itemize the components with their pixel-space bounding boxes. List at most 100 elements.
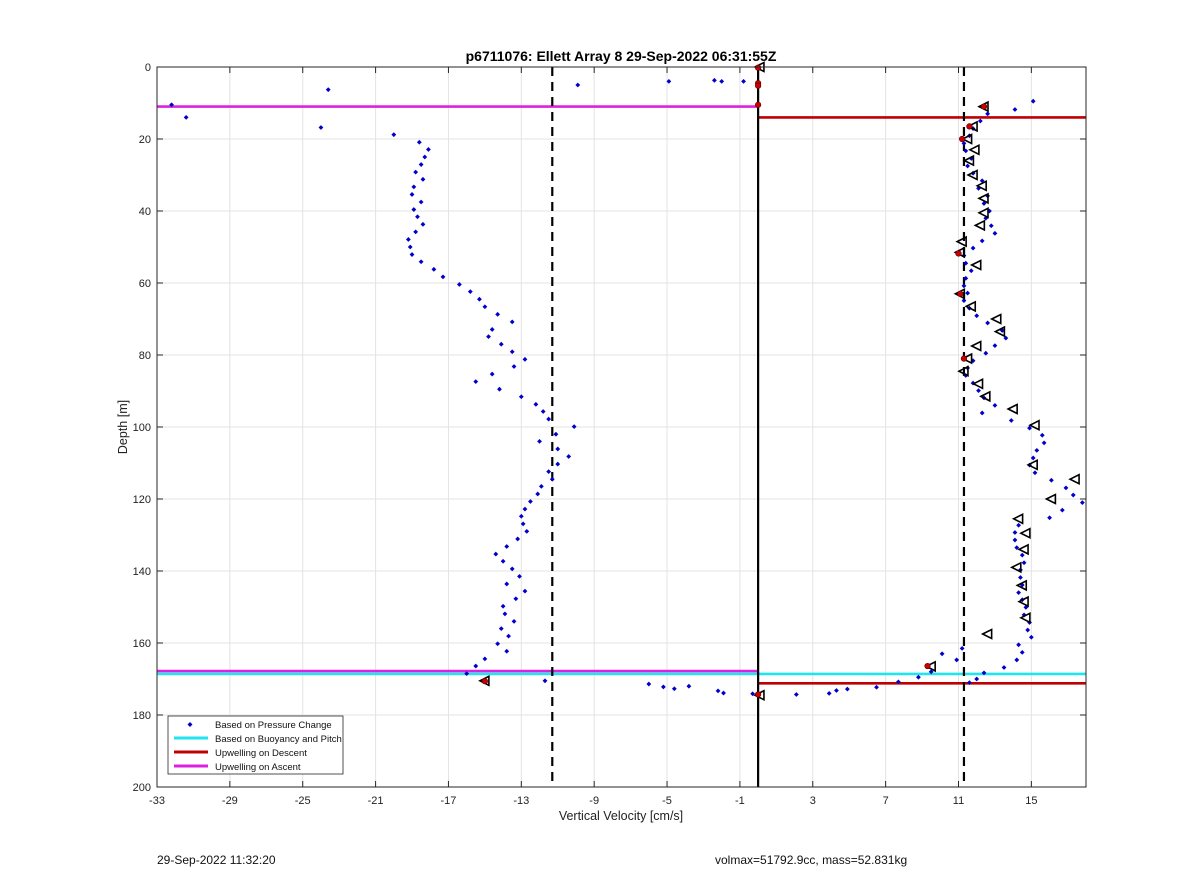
- data-point: [1041, 440, 1047, 446]
- data-point: [844, 686, 850, 692]
- data-point: [418, 259, 424, 265]
- legend-marker-pressure: [187, 722, 193, 727]
- data-point: [549, 476, 555, 482]
- data-point: [489, 371, 495, 377]
- y-tick-label: 160: [133, 638, 151, 650]
- data-point: [1016, 642, 1022, 648]
- data-point: [418, 199, 424, 205]
- data-point: [983, 350, 989, 356]
- triangle-marker: [989, 313, 1002, 325]
- data-point: [671, 686, 677, 692]
- y-tick-label: 200: [133, 782, 151, 794]
- red-marker: [755, 101, 762, 108]
- data-point: [566, 454, 572, 459]
- data-point: [916, 674, 921, 680]
- data-point: [977, 118, 983, 124]
- y-tick-label: 140: [133, 566, 151, 578]
- y-ticks: 0 20 40 60 80 100 120 140 160 180 200: [133, 62, 1086, 794]
- data-point: [520, 521, 526, 527]
- red-marker: [957, 290, 964, 297]
- triangle-marker: [977, 192, 989, 205]
- data-point: [431, 266, 437, 272]
- data-point: [963, 260, 969, 266]
- legend-entry-descent: Upwelling on Descent: [174, 748, 307, 759]
- data-point: [874, 684, 879, 690]
- x-tick-label: -9: [589, 795, 599, 807]
- triangle-marker: [962, 154, 975, 167]
- chart: -33 -29 -25 -21 -17 -13 -9 -5 -1 3 7 11 15 020406080…: [116, 48, 1087, 823]
- data-point: [540, 409, 546, 414]
- data-point: [666, 79, 672, 84]
- data-point: [509, 319, 515, 325]
- red-marker: [959, 135, 966, 143]
- triangle-marker: [993, 325, 1006, 338]
- red-marker: [980, 103, 988, 110]
- data-point: [1028, 634, 1034, 640]
- data-point: [1023, 604, 1029, 610]
- data-point: [546, 416, 552, 422]
- data-point: [318, 125, 324, 130]
- data-point: [518, 394, 524, 400]
- data-point: [325, 87, 331, 93]
- y-axis-label: Depth [m]: [116, 400, 130, 454]
- red-markers: [481, 64, 988, 698]
- data-point: [981, 201, 987, 206]
- data-point: [1030, 455, 1036, 461]
- data-point: [1059, 507, 1065, 513]
- data-point: [538, 484, 544, 489]
- footer-timestamp: 29-Sep-2022 11:32:20: [157, 853, 276, 867]
- legend-label-buoyancy: Based on Buoyancy and Pitch: [215, 734, 342, 745]
- data-point: [533, 401, 539, 407]
- triangle-marker: [964, 300, 977, 313]
- triangle-marker: [1011, 513, 1024, 525]
- data-point: [1048, 477, 1054, 483]
- triangle-marker: [1017, 595, 1029, 608]
- data-point: [1025, 627, 1031, 633]
- legend-entry-pressure: Based on Pressure Change: [187, 720, 332, 731]
- data-point: [553, 431, 559, 437]
- data-point: [1019, 649, 1025, 655]
- data-point: [502, 611, 508, 617]
- data-point: [660, 684, 666, 690]
- x-tick-label: -17: [440, 795, 456, 807]
- data-point: [1039, 432, 1045, 438]
- data-point: [575, 82, 581, 88]
- data-point: [959, 646, 965, 651]
- triangle-marker: [1026, 459, 1038, 471]
- data-point: [992, 403, 998, 408]
- red-marker: [966, 123, 973, 130]
- y-tick-label: 100: [133, 422, 151, 434]
- data-point: [498, 626, 504, 631]
- data-point: [504, 544, 510, 549]
- triangle-marker: [973, 219, 986, 232]
- data-point: [954, 657, 960, 663]
- data-point: [793, 692, 799, 697]
- data-point: [509, 349, 515, 355]
- data-point: [546, 469, 552, 475]
- triangle-marker: [924, 660, 936, 673]
- data-point: [467, 289, 473, 295]
- data-point: [537, 439, 542, 444]
- data-point: [928, 669, 934, 675]
- data-point: [418, 162, 424, 167]
- data-point: [477, 296, 482, 302]
- data-point: [712, 77, 717, 83]
- data-point: [535, 491, 541, 497]
- legend-label-pressure: Based on Pressure Change: [215, 720, 332, 731]
- data-point: [407, 244, 413, 250]
- data-point: [1030, 98, 1036, 104]
- data-point: [826, 691, 832, 696]
- triangle-marker: [979, 390, 991, 403]
- data-point: [719, 79, 725, 84]
- data-point: [169, 102, 174, 108]
- data-point: [1018, 575, 1023, 580]
- data-point: [939, 651, 945, 657]
- data-point: [985, 320, 991, 326]
- legend: Based on Pressure Change Based on Buoyan…: [167, 715, 344, 775]
- data-point: [506, 633, 511, 639]
- data-point: [495, 641, 501, 647]
- triangle-marker: [960, 352, 973, 365]
- data-point: [1032, 470, 1038, 476]
- data-point: [992, 230, 998, 236]
- data-point: [1012, 107, 1018, 112]
